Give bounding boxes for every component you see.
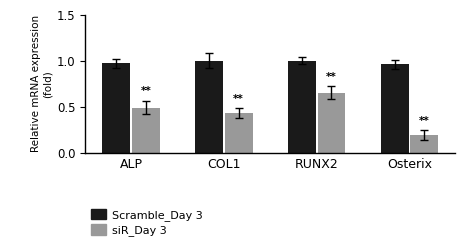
Text: **: **: [326, 72, 337, 82]
Bar: [288, 61, 316, 153]
Legend: Scramble_Day 3, siR_Day 3: Scramble_Day 3, siR_Day 3: [86, 204, 207, 240]
Bar: [132, 108, 160, 153]
Text: **: **: [233, 94, 244, 104]
Bar: [410, 135, 438, 153]
Text: **: **: [140, 87, 151, 96]
Bar: [102, 63, 130, 153]
Bar: [225, 113, 253, 153]
Y-axis label: Relative mRNA expression
(fold): Relative mRNA expression (fold): [31, 15, 53, 152]
Bar: [318, 93, 346, 153]
Text: **: **: [419, 116, 430, 126]
Bar: [381, 64, 409, 153]
Bar: [195, 61, 223, 153]
